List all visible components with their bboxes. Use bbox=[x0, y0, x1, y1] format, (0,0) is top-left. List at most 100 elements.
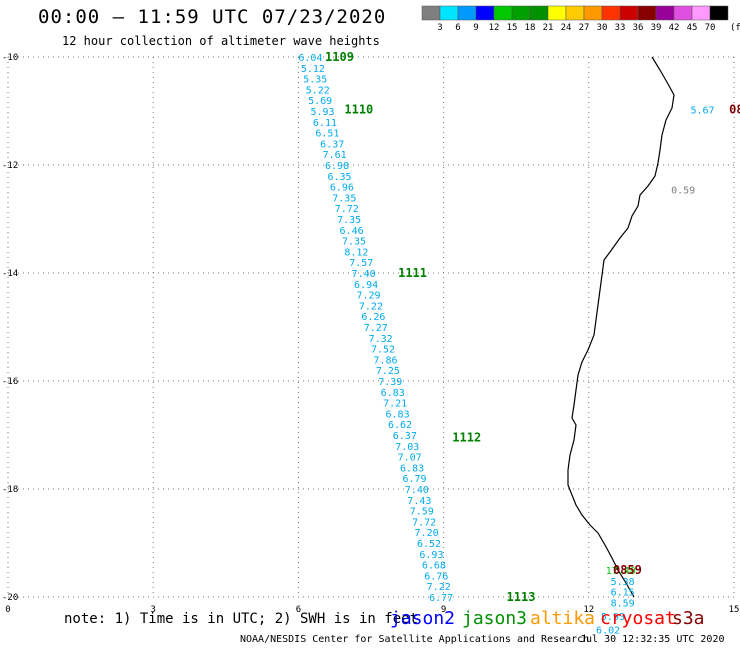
x-tick-label: 15 bbox=[729, 605, 740, 615]
swh-value: 6.11 bbox=[313, 118, 337, 129]
track-label: 0859 bbox=[613, 563, 642, 577]
scale-swatch bbox=[601, 5, 621, 21]
swh-value: 6.83 bbox=[400, 463, 424, 474]
swh-value: 6.93 bbox=[419, 550, 443, 561]
swh-value: 6.52 bbox=[417, 539, 441, 550]
swh-value: 6.76 bbox=[424, 571, 448, 582]
swh-value: 7.72 bbox=[412, 517, 436, 528]
coastline-path bbox=[567, 56, 675, 598]
track-labels: 1109 1110 1111 1112 1113 0859 08 bbox=[325, 50, 740, 604]
scale-swatch bbox=[547, 5, 567, 21]
swh-value: 6.83 bbox=[381, 388, 405, 399]
scale-swatch bbox=[637, 5, 657, 21]
coastline bbox=[567, 56, 675, 598]
scale-swatch bbox=[691, 5, 711, 21]
scale-label: 3 bbox=[437, 23, 442, 33]
scale-label: 9 bbox=[473, 23, 478, 33]
scale-label: 45 bbox=[687, 23, 698, 33]
scale-label: 42 bbox=[669, 23, 680, 33]
scale-swatch bbox=[673, 5, 693, 21]
y-tick-label: -16 bbox=[2, 377, 18, 387]
swh-value: 7.43 bbox=[407, 496, 431, 507]
track-label: 1109 bbox=[325, 50, 354, 64]
track-label: 1112 bbox=[452, 431, 481, 445]
swh-value: 6.04 bbox=[298, 53, 322, 64]
page-title: 00:00 – 11:59 UTC 07/23/2020 bbox=[38, 6, 387, 28]
scale-label: 27 bbox=[579, 23, 590, 33]
track-label: 1113 bbox=[507, 590, 536, 604]
swh-value: 5.22 bbox=[306, 85, 330, 96]
sat-jason2: jason2 bbox=[390, 608, 456, 629]
scale-swatch bbox=[655, 5, 675, 21]
footer-note: note: 1) Time is in UTC; 2) SWH is in fe… bbox=[64, 611, 419, 627]
swh-value: 5.93 bbox=[601, 612, 625, 623]
scale-label: 36 bbox=[633, 23, 644, 33]
swh-value: 7.40 bbox=[405, 485, 429, 496]
y-tick-label: -14 bbox=[2, 269, 18, 279]
swh-value: 17.40 bbox=[606, 566, 636, 577]
swh-value: 7.72 bbox=[335, 204, 359, 215]
swh-value: 7.32 bbox=[369, 334, 393, 345]
swh-value: 6.62 bbox=[388, 420, 412, 431]
scale-swatch bbox=[529, 5, 549, 21]
swh-value: 6.35 bbox=[327, 172, 351, 183]
scale-swatch bbox=[493, 5, 513, 21]
sat-altika: altika bbox=[530, 608, 596, 629]
sat-jason3: jason3 bbox=[462, 608, 528, 629]
swh-value: 5.35 bbox=[303, 75, 327, 86]
swh-value: 6.83 bbox=[386, 409, 410, 420]
swh-value: 7.57 bbox=[349, 258, 373, 269]
scale-label: 39 bbox=[651, 23, 662, 33]
axis-ticks: 0 3 6 9 12 15 -10 -12 -14 -16 -18 -20 bbox=[2, 53, 739, 615]
swh-value: 7.25 bbox=[376, 366, 400, 377]
swh-value: 7.22 bbox=[359, 301, 383, 312]
x-tick-label: 0 bbox=[5, 605, 10, 615]
y-tick-label: -12 bbox=[2, 161, 18, 171]
swh-value: 6.02 bbox=[596, 625, 620, 636]
swh-value: 7.27 bbox=[364, 323, 388, 334]
scale-label: 21 bbox=[543, 23, 554, 33]
swh-value: 6.51 bbox=[315, 129, 339, 140]
swh-value: 6.37 bbox=[393, 431, 417, 442]
scale-label: 6 bbox=[455, 23, 460, 33]
swh-value: 7.35 bbox=[337, 215, 361, 226]
swh-value: 7.61 bbox=[323, 150, 347, 161]
y-tick-label: -18 bbox=[2, 485, 18, 495]
scale-unit: (ft) bbox=[730, 23, 740, 33]
swh-value: 5.69 bbox=[308, 96, 332, 107]
swh-value: 6.46 bbox=[340, 226, 364, 237]
x-tick-label: 9 bbox=[441, 605, 446, 615]
swh-value: 6.98 bbox=[325, 161, 349, 172]
scale-swatch bbox=[475, 5, 495, 21]
swh-value: 7.39 bbox=[378, 377, 402, 388]
scale-swatch bbox=[583, 5, 603, 21]
swh-value: 7.07 bbox=[398, 453, 422, 464]
swh-value: 7.59 bbox=[410, 507, 434, 518]
track-label: 08 bbox=[729, 102, 740, 116]
swh-value: 7.35 bbox=[332, 193, 356, 204]
swh-value: 5.93 bbox=[311, 107, 335, 118]
scale-label: 30 bbox=[597, 23, 608, 33]
swh-value: 7.03 bbox=[395, 442, 419, 453]
track-label: 1110 bbox=[344, 102, 373, 116]
y-tick-label: -20 bbox=[2, 593, 18, 603]
swh-value: 8.12 bbox=[344, 247, 368, 258]
scale-swatch bbox=[709, 5, 729, 21]
y-tick-label: -10 bbox=[2, 53, 18, 63]
x-tick-label: 12 bbox=[583, 605, 594, 615]
scale-swatch bbox=[511, 5, 531, 21]
timestamp: Jul 30 12:32:35 UTC 2020 bbox=[580, 634, 725, 645]
swh-value: 7.52 bbox=[371, 345, 395, 356]
scale-swatch bbox=[421, 5, 441, 21]
sat-s3a: s3a bbox=[672, 608, 705, 629]
swh-value: 5.12 bbox=[301, 64, 325, 75]
scale-swatch bbox=[457, 5, 477, 21]
grid-layer bbox=[7, 56, 735, 598]
scale-label: 33 bbox=[615, 23, 626, 33]
page-subtitle: 12 hour collection of altimeter wave hei… bbox=[62, 34, 380, 48]
swh-value: 6.37 bbox=[320, 139, 344, 150]
swh-value: 6.94 bbox=[354, 280, 378, 291]
